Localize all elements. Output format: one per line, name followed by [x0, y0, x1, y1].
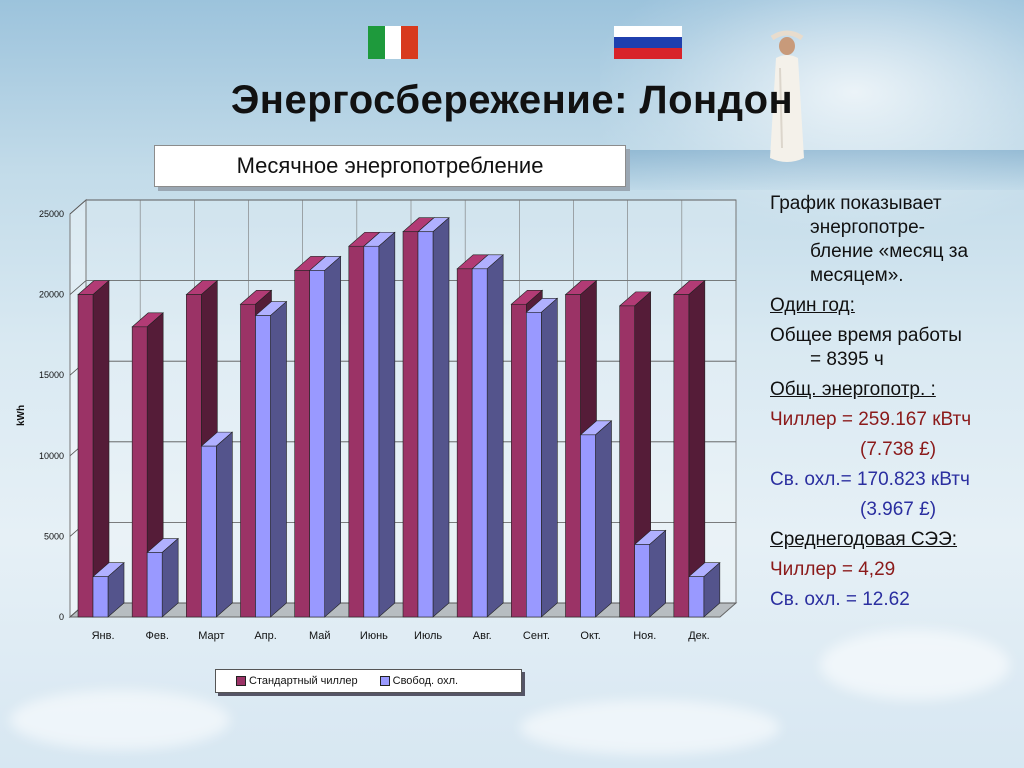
- legend-label: Свобод. охл.: [392, 675, 459, 687]
- bar-free-cooling: [688, 576, 705, 618]
- x-tick-label: Дек.: [688, 630, 709, 642]
- bar-free-cooling: [201, 445, 217, 618]
- intro-text: энергопотре-: [810, 217, 926, 238]
- free-cooling-energy: Св. охл.= 170.823 кВтч: [770, 469, 970, 490]
- bar-free-cooling: [309, 270, 325, 618]
- bar-free-cooling-side: [486, 254, 504, 618]
- flag-stripe: [384, 26, 402, 59]
- bar-chiller: [673, 294, 690, 618]
- bar-free-cooling: [526, 312, 542, 618]
- intro-text: График показывает: [770, 193, 942, 214]
- bar-free-cooling-side: [270, 300, 287, 618]
- x-tick-label: Ноя.: [633, 630, 656, 642]
- bar-chiller: [619, 305, 635, 618]
- bar-chart: 0 5000 10000 15000 20000 25000 kWh Янв. Фев. Март…: [16, 198, 738, 642]
- legend-swatch-free-cooling: [379, 676, 390, 686]
- legend-item-chiller: Стандартный чиллер: [236, 675, 358, 687]
- bar-chiller: [294, 270, 310, 618]
- bar-free-cooling-side: [324, 255, 341, 618]
- bar-free-cooling: [471, 268, 488, 618]
- chart-subtitle: Месячное энергопотребление: [154, 145, 626, 187]
- summary-panel: График показывает энергопотре- бление «м…: [770, 192, 1020, 618]
- bar-chiller: [565, 294, 581, 618]
- gridline: [69, 199, 87, 215]
- bar-chiller: [456, 268, 473, 618]
- legend-swatch-chiller: [236, 676, 246, 686]
- bar-free-cooling: [363, 245, 380, 618]
- x-tick-label: Сент.: [523, 630, 550, 642]
- bar-free-cooling: [146, 552, 163, 618]
- chiller-efficiency: Чиллер = 4,29: [770, 559, 896, 580]
- cloud: [10, 690, 230, 750]
- intro-text: бление «месяц за: [810, 241, 969, 262]
- y-tick-label: 0: [59, 612, 64, 622]
- x-tick-label: Апр.: [254, 630, 276, 642]
- x-tick-label: Окт.: [580, 630, 600, 642]
- bar-chiller: [240, 303, 256, 618]
- bar-free-cooling: [417, 231, 434, 618]
- woman-figure-image: [770, 30, 804, 162]
- bar-chiller: [511, 303, 527, 618]
- flag-stripe: [368, 26, 385, 59]
- x-tick-label: Авг.: [473, 630, 492, 642]
- bar-free-cooling-side: [432, 217, 450, 618]
- seasonal-efficiency-label: Среднегодовая СЭЭ:: [770, 529, 958, 550]
- bar-free-cooling-side: [541, 297, 558, 618]
- legend-label: Стандартный чиллер: [249, 675, 358, 687]
- bar-chiller: [77, 294, 94, 618]
- gridline: [69, 280, 87, 295]
- x-tick-label: Май: [309, 630, 331, 642]
- page-title: Энергосбережение: Лондон: [230, 78, 794, 122]
- flag-stripe: [614, 37, 682, 48]
- y-tick-label: 5000: [44, 531, 64, 541]
- chiller-energy: Чиллер = 259.167 кВтч: [770, 409, 972, 430]
- bar-chiller: [131, 326, 148, 618]
- x-tick-label: Янв.: [92, 630, 115, 642]
- y-tick-label: 15000: [39, 370, 64, 380]
- bar-free-cooling-side: [649, 529, 666, 618]
- y-tick-label: 20000: [39, 290, 64, 300]
- bar-chiller: [186, 294, 202, 618]
- flag-stripe: [614, 26, 682, 37]
- legend-item-free-cooling: Свобод. охл.: [379, 675, 459, 687]
- bar-free-cooling-side: [161, 537, 179, 618]
- x-tick-label: Июль: [414, 630, 442, 642]
- cloud: [520, 700, 780, 755]
- italy-flag: [368, 26, 419, 59]
- bar-chiller: [348, 245, 365, 618]
- total-energy-label: Общ. энергопотр. :: [770, 379, 936, 400]
- bar-free-cooling: [92, 576, 109, 618]
- russia-flag: [614, 26, 682, 59]
- y-axis-label: kWh: [16, 405, 27, 426]
- bar-free-cooling-side: [216, 431, 233, 618]
- chiller-cost: (7.738 £): [860, 439, 937, 460]
- chart-legend: Стандартный чиллер Свобод. охл.: [215, 669, 522, 693]
- x-tick-label: Июнь: [360, 630, 388, 642]
- hours-value: = 8395 ч: [810, 349, 884, 370]
- y-tick-label: 10000: [39, 451, 64, 461]
- free-cooling-cost: (3.967 £): [860, 499, 937, 520]
- hours-label: Общее время работы: [770, 325, 962, 346]
- bar-free-cooling: [255, 315, 271, 618]
- y-tick-label: 25000: [39, 209, 64, 219]
- x-tick-label: Фев.: [146, 630, 169, 642]
- year-label: Один год:: [770, 295, 855, 316]
- x-tick-label: Март: [198, 630, 224, 642]
- bar-free-cooling: [634, 544, 650, 618]
- bar-free-cooling-side: [378, 231, 396, 618]
- cloud: [820, 630, 1010, 700]
- bar-chiller: [402, 231, 419, 618]
- flag-stripe: [614, 48, 682, 59]
- flag-stripe: [401, 26, 419, 59]
- bar-free-cooling-side: [595, 420, 612, 618]
- intro-text: месяцем».: [810, 265, 904, 286]
- free-cooling-efficiency: Св. охл. = 12.62: [770, 589, 910, 610]
- bar-free-cooling: [580, 434, 596, 618]
